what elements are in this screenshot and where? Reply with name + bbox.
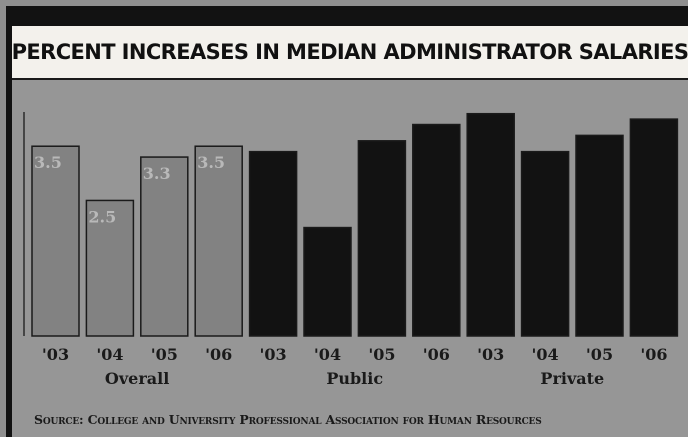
tick-label-public-3: '06: [423, 345, 450, 364]
data-label-overall-2: 3.3: [143, 164, 171, 183]
bar-private-1: [520, 150, 570, 337]
bar-public-1: [303, 226, 352, 337]
tick-label-overall-0: '03: [42, 345, 69, 364]
tick-label-overall-2: '05: [151, 345, 178, 364]
bar-public-3: [412, 123, 461, 337]
bar-overall-3: [194, 145, 243, 337]
bar-private-2: [575, 134, 624, 337]
tick-label-overall-3: '06: [205, 345, 232, 364]
bar-overall-1: [85, 199, 135, 337]
bar-private-0: [466, 112, 515, 337]
group-label-overall: Overall: [105, 369, 169, 388]
tick-label-overall-1: '04: [96, 345, 123, 364]
bar-private-3: [629, 118, 679, 337]
bar-public-0: [248, 150, 298, 337]
group-label-public: Public: [326, 369, 383, 388]
chart-title-bar: PERCENT INCREASES IN MEDIAN ADMINISTRATO…: [12, 26, 688, 80]
tick-label-public-0: '03: [260, 345, 287, 364]
data-label-overall-3: 3.5: [197, 153, 225, 172]
tick-label-private-1: '04: [532, 345, 559, 364]
tick-label-public-2: '05: [368, 345, 395, 364]
bar-public-2: [357, 140, 407, 337]
group-label-private: Private: [540, 369, 604, 388]
data-label-overall-0: 3.5: [34, 153, 62, 172]
tick-label-private-2: '05: [586, 345, 613, 364]
bar-overall-2: [140, 156, 189, 337]
tick-label-private-0: '03: [477, 345, 504, 364]
tick-label-private-3: '06: [640, 345, 667, 364]
chart-title: PERCENT INCREASES IN MEDIAN ADMINISTRATO…: [11, 40, 688, 64]
source-note: Source: College and University Professio…: [34, 412, 542, 427]
bar-overall-0: [31, 145, 80, 337]
tick-label-public-1: '04: [314, 345, 341, 364]
data-label-overall-1: 2.5: [88, 207, 116, 226]
